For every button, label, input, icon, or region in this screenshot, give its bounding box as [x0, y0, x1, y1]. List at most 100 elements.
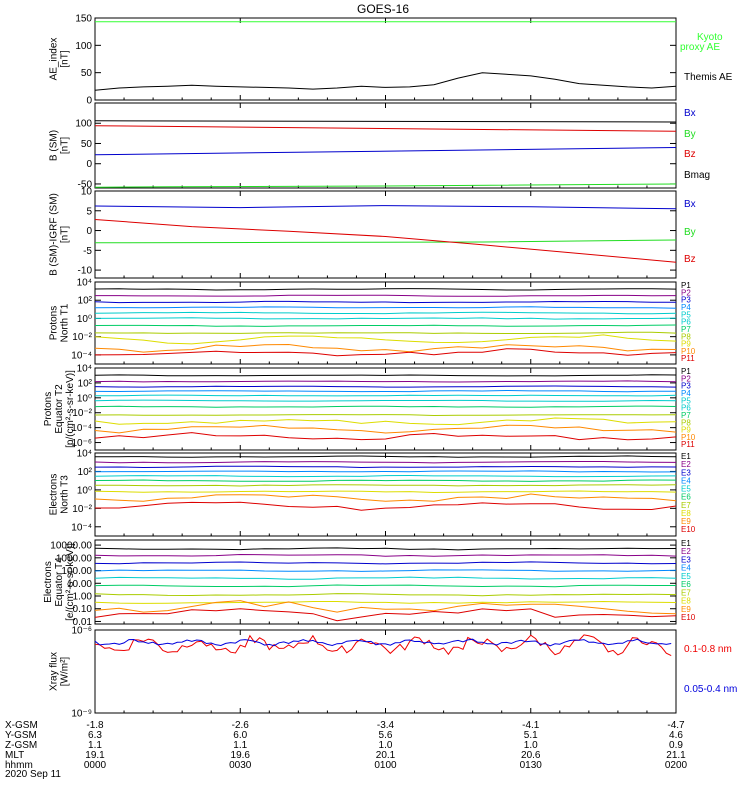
ephem-value: -3.4: [377, 720, 395, 731]
legend-by: By: [684, 129, 696, 140]
legend-xray-short: 0.05-0.4 nm: [684, 684, 737, 695]
series-line-p2: [95, 294, 677, 297]
y-axis-label-line: [p/(cm²-s-sr-keV)]: [65, 370, 76, 448]
y-axis-label-line: [nT]: [60, 226, 71, 243]
legend-bmag: Bmag: [684, 170, 710, 181]
series-line-p4: [94, 389, 677, 393]
legend-p3: P3: [681, 382, 691, 391]
panel-xray: 10⁻⁶ 10⁻⁹ Xray flux[W/m²] 0.1-0.8 nm 0.05-0.…: [49, 626, 738, 720]
legend-e6: E6: [681, 580, 691, 589]
series-line-xray-short: [94, 638, 672, 647]
y-axis-label: B (SM)-IGRF (SM)[nT]: [49, 193, 71, 276]
ephem-value: -2.6: [232, 720, 250, 731]
legend-e3: E3: [681, 555, 691, 564]
y-tick-label: 10⁴: [77, 449, 92, 460]
ephem-value: 21.1: [666, 750, 686, 761]
y-tick-label: 10⁻⁴: [71, 350, 92, 361]
legend-e1: E1: [681, 539, 691, 548]
legend-e10: E10: [681, 525, 696, 534]
legend-p2: P2: [681, 374, 691, 383]
legend-p3: P3: [681, 296, 691, 305]
legend-e5: E5: [681, 572, 691, 581]
ephem-value: 1.1: [88, 740, 102, 751]
series-line-bmag: [94, 120, 677, 123]
y-tick-label: 150: [75, 14, 92, 25]
series-line-p9: [94, 334, 677, 345]
ephem-row-label: Z-GSM: [5, 740, 37, 751]
legend-e10: E10: [681, 613, 696, 622]
series-line-e10: [95, 501, 677, 511]
y-tick-label: -50: [78, 179, 93, 190]
y-tick-label: 0.01: [73, 617, 93, 628]
date-label: 2020 Sep 11: [5, 769, 61, 780]
legend-e3: E3: [681, 468, 691, 477]
legend-p2: P2: [681, 288, 691, 297]
panel-bigrf: -10 -5 0 5 10 B (SM)-IGRF (SM)[nT]: [49, 187, 677, 279]
legend-p4: P4: [681, 389, 691, 398]
y-tick-label: -5: [83, 246, 92, 257]
series-line-e2: [94, 461, 677, 464]
y-tick-label: 10⁻²: [72, 408, 92, 419]
series-line-e6: [94, 479, 677, 482]
y-tick-label: 50: [81, 139, 93, 150]
legend-p8: P8: [681, 332, 691, 341]
ephem-value: 0100: [374, 760, 397, 771]
ephem-row-label: X-GSM: [5, 720, 38, 731]
legend-e4: E4: [681, 476, 691, 485]
ephem-value: 19.1: [85, 750, 105, 761]
series-line-p7: [94, 324, 677, 327]
series-line-xray-long: [94, 634, 672, 657]
legend-p10: P10: [681, 433, 696, 442]
series-line-e3: [94, 561, 677, 565]
series-line-e6: [94, 584, 676, 588]
legend-e5: E5: [681, 485, 691, 494]
series-line-bz: [94, 219, 677, 263]
series-line-p10: [94, 424, 677, 434]
panel-frame: [94, 452, 677, 537]
legend-e9: E9: [681, 517, 691, 526]
panel-electrons_t4: 10000.001000.00100.0010.001.000.100.01El…: [43, 539, 696, 628]
series-line-e3: [94, 465, 677, 469]
y-axis-label-line: Equator T2: [54, 384, 65, 434]
legend-bz: Bz: [684, 149, 696, 160]
y-tick-label: 10⁻⁴: [71, 423, 92, 434]
legend-kyoto-proxy-ae: Kyoto: [697, 32, 723, 43]
series-line-e9: [94, 600, 677, 615]
ephem-row-label: Y-GSM: [5, 730, 37, 741]
y-tick-label: 10000.00: [50, 541, 92, 552]
legend-p6: P6: [681, 318, 691, 327]
series-line-p5: [94, 311, 677, 315]
y-tick-label: 0.10: [73, 604, 93, 615]
y-tick-label: 10.00: [67, 579, 92, 590]
ephem-value: 20.1: [376, 750, 396, 761]
y-tick-label: 1000.00: [56, 553, 93, 564]
y-axis-label-line: North T1: [60, 303, 71, 342]
series-line-e8: [94, 490, 677, 494]
y-axis-label-line: North T3: [60, 475, 71, 514]
y-tick-label: 10⁰: [77, 314, 92, 325]
legend-e7: E7: [681, 588, 691, 597]
y-axis-label: ElectronsEquator T4[e/(cm²-s-sr-keV)]: [43, 543, 76, 621]
legend-e9: E9: [681, 605, 691, 614]
legend-e7: E7: [681, 501, 691, 510]
ephem-value: 19.6: [231, 750, 251, 761]
legend-p10: P10: [681, 347, 696, 356]
y-axis-label-line: B (SM): [49, 130, 60, 161]
ephem-value: 0000: [84, 760, 107, 771]
series-line-e5: [94, 576, 677, 580]
legend-p11: P11: [681, 354, 695, 363]
panel-frame: [94, 102, 677, 189]
series-line-e4: [94, 470, 677, 473]
ephem-value: 1.1: [233, 740, 247, 751]
panel-b: -50 0 50 100 B (SM)[nT]: [49, 102, 677, 190]
y-tick-label: 10⁻⁶: [71, 438, 92, 449]
y-tick-label: 10⁴: [77, 278, 92, 289]
y-tick-label: 100: [75, 119, 92, 130]
series-line-p4: [94, 306, 677, 309]
ephem-value: 0030: [229, 760, 252, 771]
series-line-e8: [94, 600, 677, 604]
y-tick-label: 10⁻⁶: [71, 626, 92, 637]
